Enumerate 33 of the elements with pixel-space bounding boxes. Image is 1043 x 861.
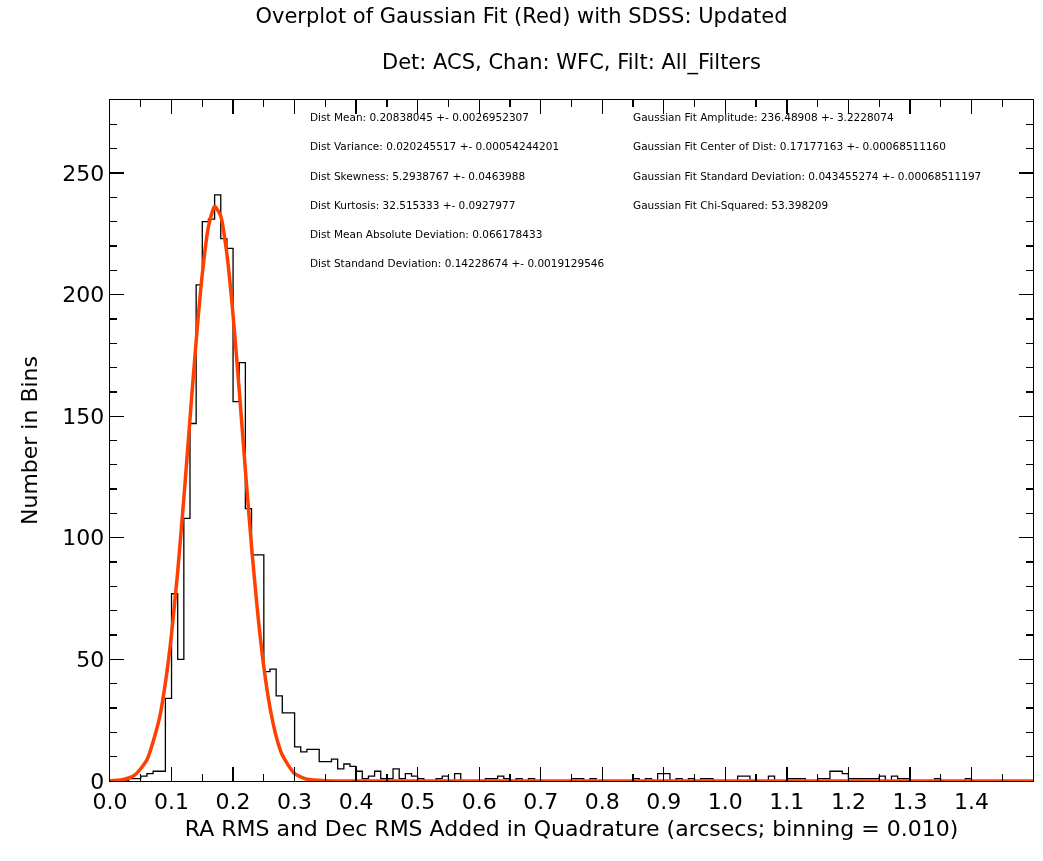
annotation: Gaussian Fit Center of Dist: 0.17177163 +- 0.00068511160 — [633, 140, 946, 152]
x-tick-label: 0.1 — [154, 788, 190, 814]
y-tick-label: 150 — [62, 403, 105, 429]
x-tick-label: 0.4 — [338, 788, 374, 814]
y-tick-label: 200 — [62, 282, 105, 308]
annotation: Dist Standand Deviation: 0.14228674 +- 0.0019129546 — [310, 257, 605, 269]
annotation: Gaussian Fit Amplitude: 236.48908 +- 3.2228074 — [633, 111, 894, 123]
x-tick-label: 0.7 — [523, 788, 559, 814]
x-tick-label: 0.9 — [646, 788, 682, 814]
annotation: Dist Kurtosis: 32.515333 +- 0.0927977 — [310, 199, 516, 211]
x-tick-label: 0.8 — [584, 788, 620, 814]
x-axis-title: RA RMS and Dec RMS Added in Quadrature (arcsecs; binning = 0.010) — [184, 816, 959, 842]
x-tick-label: 0.2 — [215, 788, 251, 814]
x-tick-label: 0.6 — [461, 788, 497, 814]
y-axis-title: Number in Bins — [17, 355, 43, 526]
annotation: Dist Skewness: 5.2938767 +- 0.0463988 — [310, 170, 526, 182]
y-tick-label: 250 — [62, 160, 105, 186]
x-tick-label: 1.4 — [953, 788, 989, 814]
y-tick-label: 100 — [62, 525, 105, 551]
x-tick-label: 1.0 — [707, 788, 743, 814]
annotation: Gaussian Fit Chi-Squared: 53.398209 — [633, 199, 829, 211]
y-tick-label: 50 — [76, 647, 105, 673]
x-tick-label: 1.3 — [892, 788, 928, 814]
x-tick-label: 0.3 — [277, 788, 313, 814]
annotation: Gaussian Fit Standard Deviation: 0.043455274 +- 0.00068511197 — [633, 170, 982, 182]
chart-title: Overplot of Gaussian Fit (Red) with SDSS: Updated — [255, 4, 788, 29]
x-tick-label: 0.5 — [400, 788, 436, 814]
annotation: Dist Mean: 0.20838045 +- 0.0026952307 — [310, 111, 529, 123]
annotation: Dist Mean Absolute Deviation: 0.066178433 — [310, 228, 543, 240]
x-tick-label: 1.1 — [769, 788, 805, 814]
chart-subtitle: Det: ACS, Chan: WFC, Filt: All_Filters — [382, 50, 761, 75]
annotation: Dist Variance: 0.020245517 +- 0.00054244201 — [310, 140, 560, 152]
x-tick-label: 1.2 — [830, 788, 866, 814]
